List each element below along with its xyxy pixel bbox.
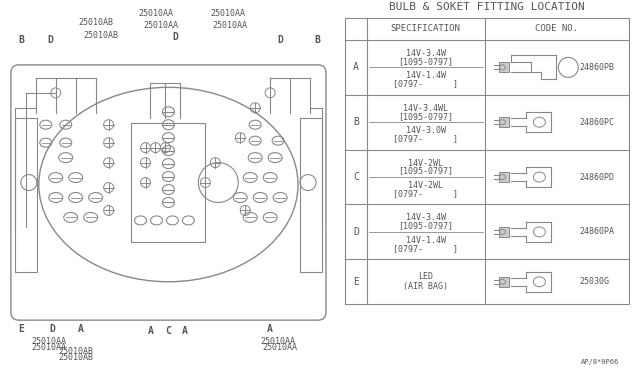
Bar: [345, 18, 629, 304]
Bar: [15, 118, 37, 272]
Text: 14V-2WL: 14V-2WL: [408, 158, 443, 168]
Text: 25010AB: 25010AB: [58, 353, 93, 362]
Bar: [499, 227, 509, 237]
Text: [1095-0797]: [1095-0797]: [398, 167, 453, 176]
Text: 25010AB: 25010AB: [58, 347, 93, 356]
Text: 25010AA: 25010AA: [260, 337, 296, 346]
Text: B: B: [353, 117, 359, 127]
Text: 14V-3.4W: 14V-3.4W: [406, 214, 445, 222]
Bar: [131, 123, 205, 243]
Text: 14V-1.4W: 14V-1.4W: [406, 236, 445, 245]
Text: 25010AA: 25010AA: [211, 9, 246, 18]
Text: 25010AA: 25010AA: [31, 337, 67, 346]
Text: E: E: [18, 324, 24, 334]
Text: 25010AB: 25010AB: [78, 18, 113, 27]
Text: CODE NO.: CODE NO.: [535, 25, 579, 33]
Text: AP/8*0P66: AP/8*0P66: [581, 359, 619, 365]
Text: 25010AA: 25010AA: [262, 343, 298, 352]
Text: [0797-      ]: [0797- ]: [393, 189, 458, 198]
Text: B: B: [314, 35, 320, 45]
Text: LED: LED: [418, 272, 433, 281]
Text: (AIR BAG): (AIR BAG): [403, 282, 448, 291]
Text: E: E: [353, 277, 359, 287]
Text: 25010AA: 25010AA: [212, 21, 248, 30]
Text: 25030G: 25030G: [579, 277, 609, 286]
Bar: [499, 62, 509, 73]
Text: 24860PA: 24860PA: [579, 227, 614, 236]
Text: 25010AA: 25010AA: [138, 9, 173, 18]
Text: 24860PC: 24860PC: [579, 118, 614, 127]
Text: D: D: [172, 32, 179, 42]
Text: D: D: [48, 35, 54, 45]
Text: A: A: [268, 324, 273, 334]
Text: [0797-      ]: [0797- ]: [393, 244, 458, 253]
Text: D: D: [50, 324, 56, 334]
Text: [1095-0797]: [1095-0797]: [398, 57, 453, 66]
Text: [1095-0797]: [1095-0797]: [398, 221, 453, 230]
Bar: [300, 118, 322, 272]
Text: D: D: [277, 35, 283, 45]
Text: 24860PB: 24860PB: [579, 63, 614, 72]
Text: A: A: [353, 62, 359, 73]
Text: A: A: [182, 326, 188, 336]
Text: 14V-1.4W: 14V-1.4W: [406, 71, 445, 80]
Text: [1095-0797]: [1095-0797]: [398, 112, 453, 121]
Bar: [499, 172, 509, 182]
Text: A: A: [77, 324, 84, 334]
Text: 24860PD: 24860PD: [579, 173, 614, 182]
Text: C: C: [353, 172, 359, 182]
Bar: [499, 117, 509, 127]
Text: C: C: [166, 326, 172, 336]
Text: SPECIFICATION: SPECIFICATION: [391, 25, 461, 33]
Text: [0797-      ]: [0797- ]: [393, 134, 458, 143]
Text: 14V-2WL: 14V-2WL: [408, 181, 443, 190]
Text: 14V-3.4WL: 14V-3.4WL: [403, 104, 448, 113]
Text: 25010AA: 25010AA: [31, 343, 67, 352]
Text: D: D: [353, 227, 359, 237]
Text: 25010AB: 25010AB: [83, 31, 118, 40]
Bar: [499, 277, 509, 287]
Text: B: B: [18, 35, 24, 45]
Text: [0797-      ]: [0797- ]: [393, 79, 458, 88]
Text: 25010AA: 25010AA: [143, 21, 178, 30]
Text: BULB & SOKET FITTING LOCATION: BULB & SOKET FITTING LOCATION: [389, 2, 585, 12]
Text: A: A: [148, 326, 154, 336]
Text: 14V-3.4W: 14V-3.4W: [406, 49, 445, 58]
Text: 14V-3.0W: 14V-3.0W: [406, 126, 445, 135]
